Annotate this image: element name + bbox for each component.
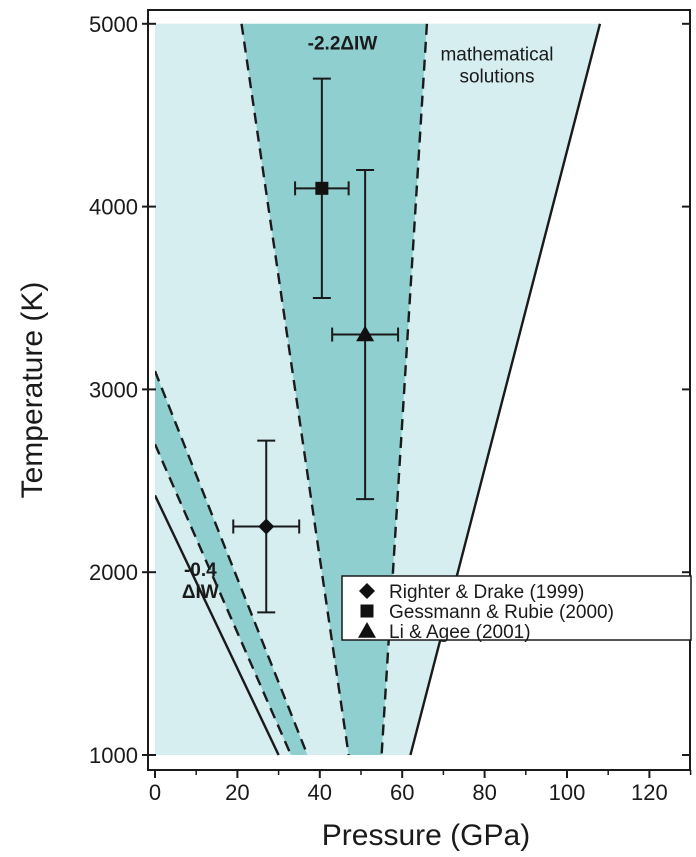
annotation-label-0.4: -0.4 ΔIW: [182, 560, 219, 603]
x-tick-label: 120: [631, 780, 668, 805]
annotation-line: ΔIW: [182, 582, 219, 603]
annotation-line: solutions: [459, 66, 534, 87]
x-tick-label: 80: [472, 780, 496, 805]
line-band-2.2-left: [240, 23, 350, 756]
x-tick-label: 20: [225, 780, 249, 805]
annotation-line: mathematical: [440, 44, 553, 65]
legend-box: [341, 575, 692, 641]
y-tick-label: 5000: [89, 12, 138, 37]
axis-titles: Pressure (GPa) Temperature (K): [16, 282, 530, 852]
x-tick-label: 100: [549, 780, 586, 805]
annotations: -2.2ΔIW mathematical solutions -0.4 ΔIW: [182, 33, 554, 602]
shaded-regions: [155, 23, 600, 756]
x-tick-label: 60: [390, 780, 414, 805]
data-point-square: [315, 181, 329, 195]
legend: Righter & Drake (1999)Gessmann & Rubie (…: [341, 575, 692, 643]
y-tick-label: 4000: [89, 195, 138, 220]
data-point-triangle: [356, 325, 375, 342]
legend-marker-triangle: [358, 622, 376, 638]
y-tick-label: 1000: [89, 743, 138, 768]
y-tick-label: 2000: [89, 560, 138, 585]
annotation-line: -0.4: [184, 560, 217, 581]
annotation-line: -2.2ΔIW: [308, 33, 378, 54]
annotation-label-math: mathematical solutions: [440, 44, 553, 87]
x-tick-label: 40: [308, 780, 332, 805]
y-axis-title: Temperature (K): [16, 282, 49, 499]
y-tick-label: 3000: [89, 377, 138, 402]
legend-marker-square: [360, 604, 374, 618]
x-axis-title: Pressure (GPa): [322, 819, 530, 852]
legend-marker-diamond: [359, 583, 375, 599]
data-markers: [258, 181, 375, 535]
line-solution-left-edge: [155, 494, 280, 756]
x-tick-label: 0: [149, 780, 161, 805]
axis-ticks: 0 20 40 60 80 100 120 1000 2000 3000 4000 5000: [89, 12, 692, 805]
line-band-0.4-upper: [155, 370, 309, 756]
region-band-2.2: [241, 23, 427, 756]
data-point-diamond: [258, 518, 275, 535]
annotation-label-2.2: -2.2ΔIW: [308, 33, 378, 54]
line-band-0.4-lower: [155, 443, 293, 756]
legend-label: Righter & Drake (1999): [389, 582, 584, 603]
line-band-2.2-right: [380, 23, 429, 756]
legend-label: Li & Agee (2001): [389, 622, 531, 643]
legend-label: Gessmann & Rubie (2000): [389, 602, 614, 623]
